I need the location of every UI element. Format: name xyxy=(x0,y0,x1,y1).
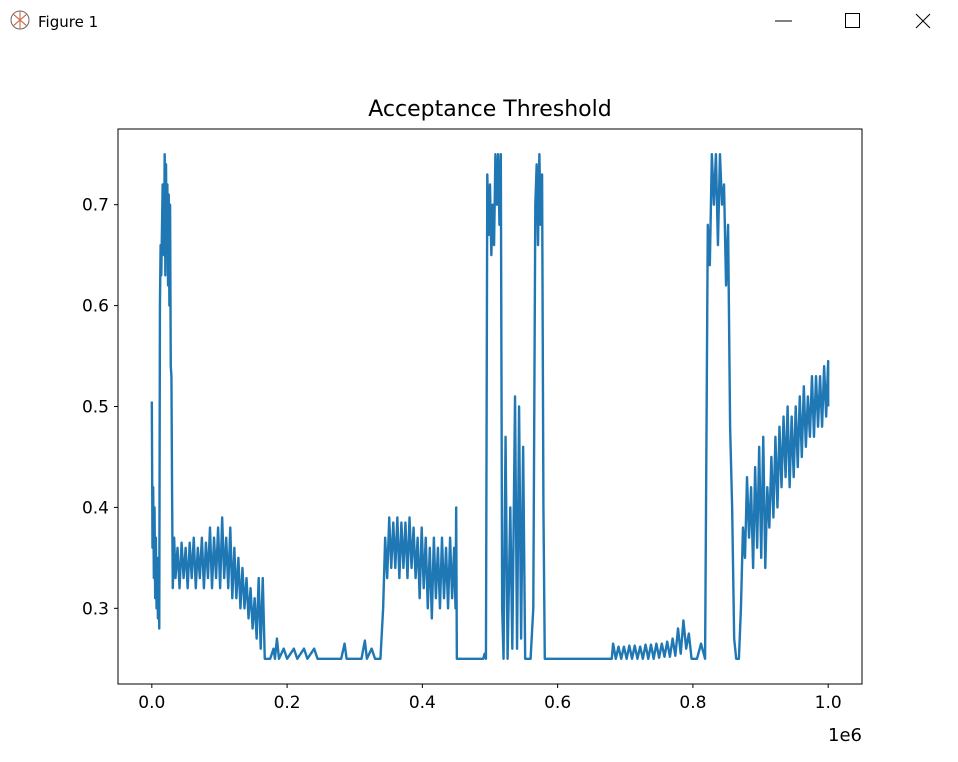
chart-title: Acceptance Threshold xyxy=(368,97,611,122)
x-tick-label: 1.0 xyxy=(815,693,842,713)
x-tick-label: 0.6 xyxy=(544,693,571,713)
window-title: Figure 1 xyxy=(38,13,98,31)
y-tick-label: 0.4 xyxy=(82,498,109,518)
x-offset-label: 1e6 xyxy=(828,725,862,746)
app-icon xyxy=(10,10,30,30)
x-tick-label: 0.2 xyxy=(274,693,301,713)
plot xyxy=(150,153,830,660)
data-line xyxy=(150,153,830,660)
close-button[interactable] xyxy=(915,13,931,29)
maximize-button[interactable] xyxy=(845,13,860,28)
x-tick-label: 0.0 xyxy=(138,693,165,713)
y-tick-label: 0.6 xyxy=(82,297,109,317)
y-tick-label: 0.7 xyxy=(82,196,109,216)
x-tick-label: 0.8 xyxy=(679,693,706,713)
x-tick-label: 0.4 xyxy=(409,693,436,713)
y-tick-label: 0.5 xyxy=(82,398,109,418)
y-tick-label: 0.3 xyxy=(82,599,109,619)
